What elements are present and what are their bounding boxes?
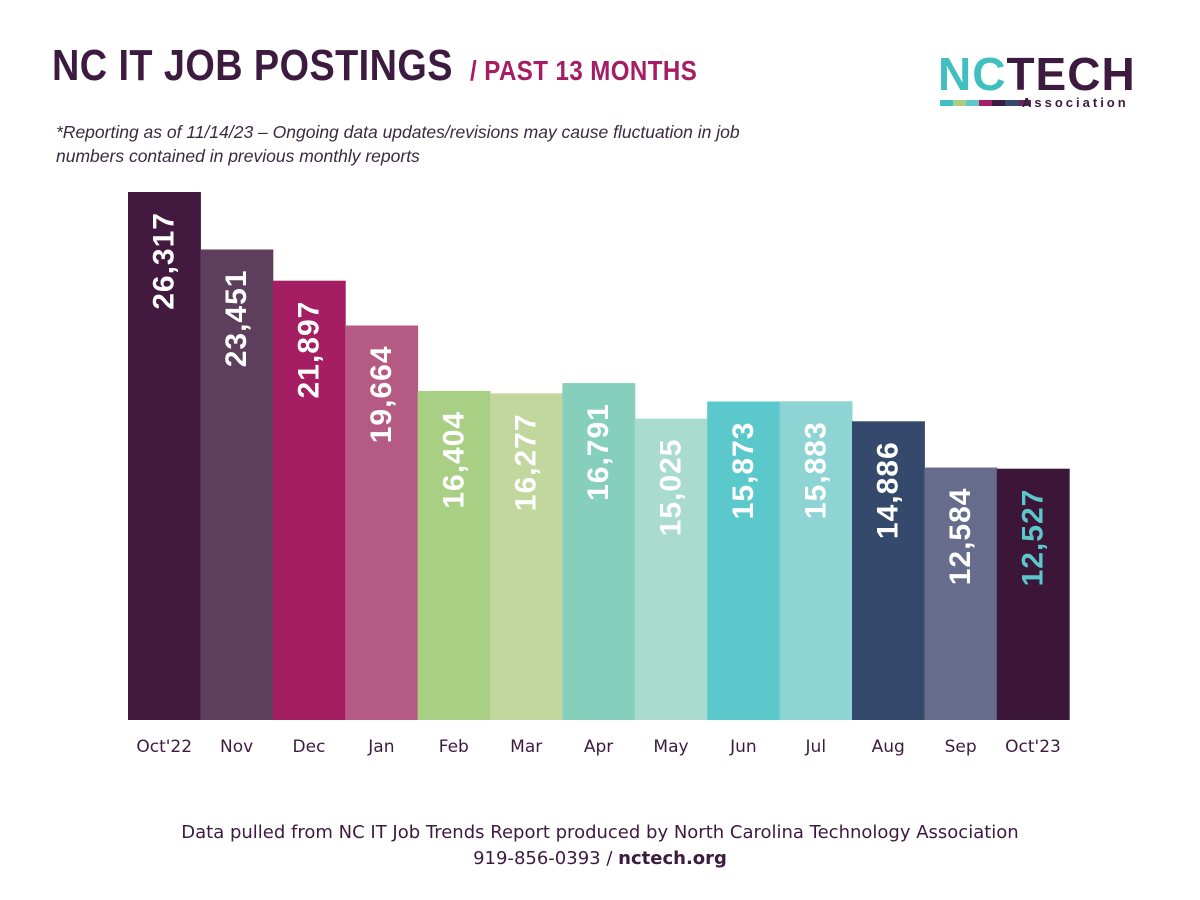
x-tick-label: Jan: [367, 737, 394, 757]
logo-strip-segment: [992, 100, 1005, 106]
logo-strip-segment: [1018, 100, 1031, 106]
bar-value-label: 26,317: [148, 212, 181, 310]
bar-value-label: 12,527: [1017, 489, 1050, 587]
x-tick-label: Apr: [584, 737, 613, 757]
bar-jul: [779, 401, 853, 720]
bar-oct22: [128, 192, 201, 720]
x-tick-label: May: [653, 737, 688, 757]
logo-strip-segment: [979, 100, 992, 106]
x-tick-label: Feb: [439, 737, 469, 757]
bar-value-label: 16,404: [437, 411, 470, 509]
bar-value-label: 14,886: [872, 441, 905, 539]
reporting-note: *Reporting as of 11/14/23 – Ongoing data…: [56, 122, 740, 166]
footer-phone: 919-856-0393: [473, 848, 601, 869]
x-tick-label: Oct'23: [1005, 737, 1061, 757]
x-tick-label: Sep: [945, 737, 977, 757]
chart-title-sub: / PAST 13 MONTHS: [470, 55, 698, 86]
bar-nov: [200, 249, 274, 720]
bar-may: [634, 418, 708, 720]
bar-value-label: 12,584: [944, 488, 977, 586]
bar-dec: [272, 280, 346, 720]
logo-nc-text: NC: [938, 48, 1007, 100]
bar-mar: [490, 393, 563, 720]
bar-aug: [852, 421, 925, 720]
x-tick-label: Oct'22: [136, 737, 192, 757]
logo-strip-segment: [1005, 100, 1018, 106]
bar-value-label: 16,791: [582, 403, 615, 501]
bar-feb: [417, 390, 491, 720]
logo-tech-text: TECH: [1006, 48, 1136, 100]
x-tick-label: Nov: [220, 737, 253, 757]
logo-strip-segment: [940, 100, 953, 106]
logo-association-text: Association: [1022, 95, 1129, 110]
footer-contact: 919-856-0393 / nctech.org: [0, 846, 1200, 872]
bar-jan: [345, 325, 419, 720]
footer-separator: /: [606, 848, 613, 869]
bar-apr: [562, 383, 636, 720]
bar-value-label: 23,451: [220, 270, 253, 368]
nctech-logo: NCTECH Association: [938, 51, 1148, 114]
x-tick-label: Jul: [805, 737, 827, 757]
bar-oct23: [996, 468, 1070, 720]
bar-jun: [707, 401, 781, 720]
bar-value-label: 15,883: [799, 421, 832, 519]
bar-value-label: 21,897: [293, 301, 326, 399]
x-tick-label: Jun: [729, 737, 757, 757]
chart-title: NC IT JOB POSTINGS / PAST 13 MONTHS: [52, 44, 734, 88]
bar-value-label: 19,664: [365, 345, 398, 443]
logo-strip-segment: [953, 100, 966, 106]
x-tick-label: Aug: [872, 737, 905, 757]
x-tick-label: Mar: [510, 737, 542, 757]
chart-title-main: NC IT JOB POSTINGS: [52, 41, 453, 90]
footer-website-link[interactable]: nctech.org: [618, 848, 727, 869]
bar-value-label: 15,025: [655, 439, 688, 537]
logo-wordmark: NCTECH: [938, 51, 1136, 97]
footer-source: Data pulled from NC IT Job Trends Report…: [181, 822, 1019, 843]
logo-strip-segment: [966, 100, 979, 106]
bar-sep: [924, 467, 998, 720]
bar-value-label: 16,277: [510, 413, 543, 511]
bar-value-label: 15,873: [727, 422, 760, 520]
logo-color-strip: [940, 100, 1031, 106]
x-tick-label: Dec: [293, 737, 326, 757]
